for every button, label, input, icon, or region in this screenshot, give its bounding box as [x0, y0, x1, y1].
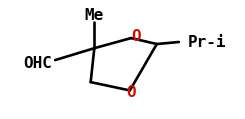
Text: OHC: OHC	[24, 56, 52, 71]
Text: Pr-i: Pr-i	[188, 35, 226, 50]
Text: O: O	[126, 85, 136, 100]
Text: Me: Me	[85, 8, 104, 23]
Text: O: O	[131, 29, 141, 44]
